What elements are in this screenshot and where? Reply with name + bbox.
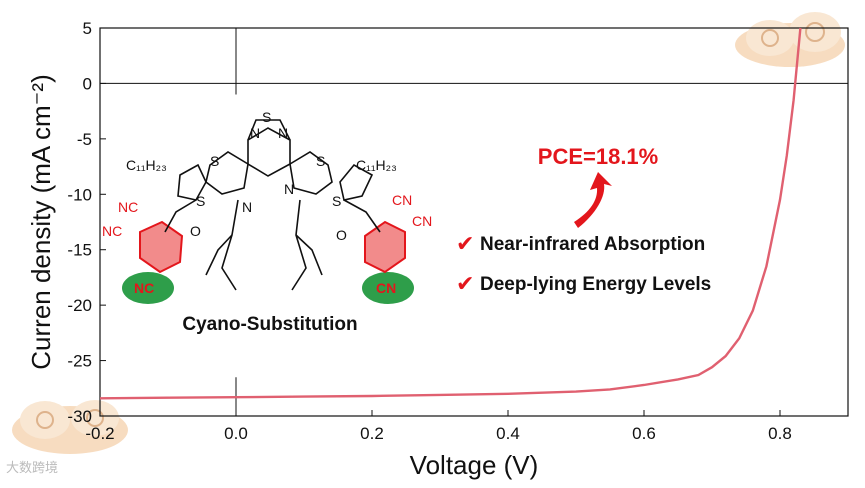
atom-label-n: N <box>284 181 294 197</box>
y-tick-label: -25 <box>67 352 92 371</box>
x-tick-label: 0.0 <box>224 424 248 443</box>
axis-ticks <box>99 27 781 417</box>
molecule-structure: N S N S S S S N N C₁₁H₂₃ C₁₁H₂₃ NC NC O … <box>102 109 432 335</box>
check-icon: ✔ <box>456 232 474 257</box>
atom-label-s: S <box>262 109 271 125</box>
atom-label-o: O <box>336 227 347 243</box>
x-tick-label: 0.2 <box>360 424 384 443</box>
cloud-decoration-top-right <box>735 12 845 67</box>
check-icon: ✔ <box>456 272 474 297</box>
atom-label-s: S <box>210 153 219 169</box>
x-axis-label: Voltage (V) <box>410 450 539 480</box>
x-tick-label: 0.4 <box>496 424 520 443</box>
axis-tick-labels: -0.2 0.0 0.2 0.4 0.6 0.8 5 0 -5 -10 -15 -20 -25 -30 <box>67 19 791 443</box>
y-tick-label: 5 <box>83 19 92 38</box>
atom-label-cn: CN <box>376 280 396 296</box>
atom-label-n: N <box>242 199 252 215</box>
right-end-group-ring <box>364 220 406 274</box>
y-axis-label: Curren density (mA cm⁻²) <box>26 74 56 369</box>
atom-label-n: N <box>250 125 260 141</box>
left-end-group-ring <box>139 220 184 274</box>
y-tick-label: -5 <box>77 130 92 149</box>
alkyl-label-left: C₁₁H₂₃ <box>126 157 167 173</box>
y-tick-label: -30 <box>67 407 92 426</box>
x-tick-label: -0.2 <box>85 424 114 443</box>
plot-area-frame <box>99 27 849 417</box>
pce-label: PCE=18.1% <box>538 144 658 169</box>
pce-arrow-icon <box>574 172 612 228</box>
atom-label-s: S <box>196 193 205 209</box>
watermark: 大数跨境 <box>6 461 58 476</box>
y-tick-label: -15 <box>67 241 92 260</box>
atom-label-cn: CN <box>392 192 412 208</box>
atom-label-nc: NC <box>134 280 154 296</box>
atom-label-n: N <box>278 125 288 141</box>
cloud-decoration-bottom-left <box>12 400 128 454</box>
feature-item-2: Deep-lying Energy Levels <box>480 274 711 295</box>
y-tick-label: -10 <box>67 185 92 204</box>
x-tick-label: 0.8 <box>768 424 792 443</box>
x-tick-label: 0.6 <box>632 424 656 443</box>
jv-series-line <box>99 27 802 400</box>
right-cn-highlight <box>362 272 414 304</box>
atom-label-s: S <box>316 153 325 169</box>
atom-label-cn: CN <box>412 213 432 229</box>
y-tick-label: 0 <box>83 74 92 93</box>
left-cn-highlight <box>122 272 174 304</box>
atom-label-nc: NC <box>118 199 138 215</box>
alkyl-label-right: C₁₁H₂₃ <box>356 157 397 173</box>
y-tick-label: -20 <box>67 296 92 315</box>
molecule-caption: Cyano-Substitution <box>182 314 357 335</box>
atom-label-o: O <box>190 223 201 239</box>
feature-item-1: Near-infrared Absorption <box>480 234 705 255</box>
atom-label-nc: NC <box>102 223 122 239</box>
atom-label-s: S <box>332 193 341 209</box>
